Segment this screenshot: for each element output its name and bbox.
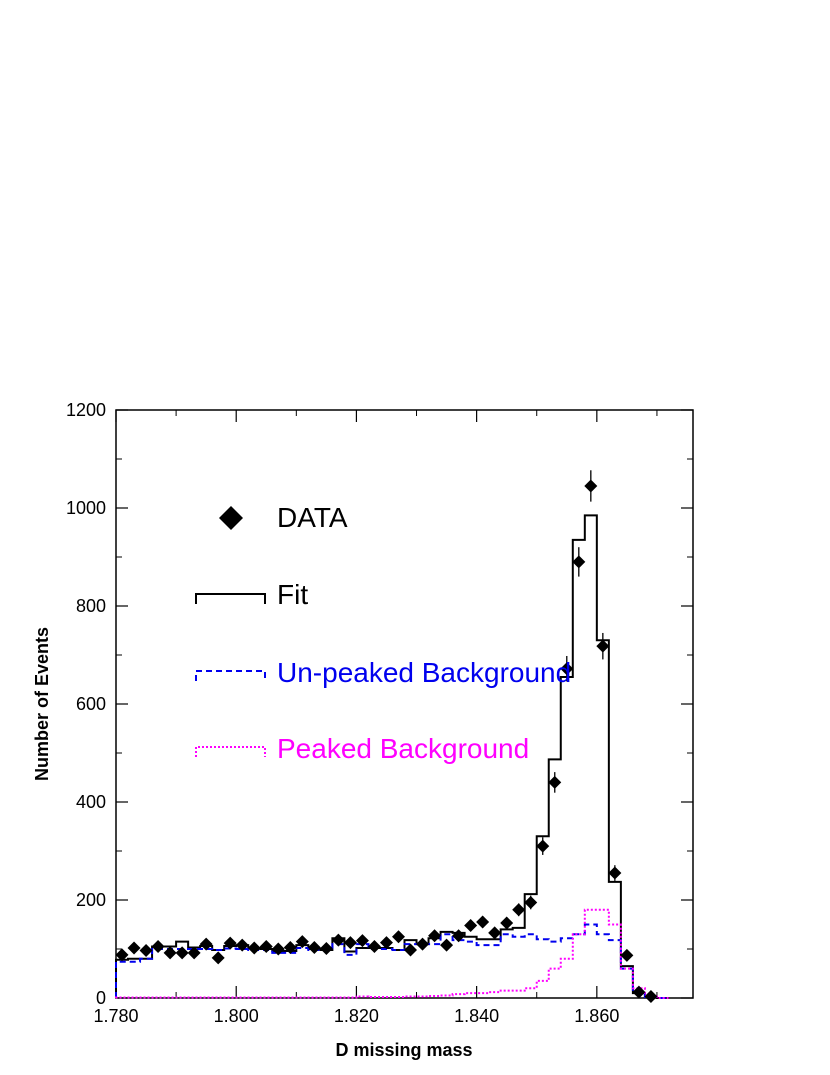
data-point [343, 936, 357, 950]
data-point [512, 903, 526, 917]
data-point [416, 937, 430, 951]
data-point [464, 918, 478, 932]
legend-fit-line [195, 593, 266, 604]
data-point [187, 946, 201, 960]
legend-data-label: DATA [277, 502, 348, 533]
data-point [548, 775, 562, 789]
series-peaked-background [115, 908, 669, 999]
y-tick-label: 800 [76, 596, 106, 616]
data-point [211, 951, 225, 965]
y-tick-label: 0 [96, 988, 106, 1008]
data-point [452, 929, 466, 943]
legend-peaked-line [195, 746, 266, 757]
data-point [259, 940, 273, 954]
y-tick-label: 600 [76, 694, 106, 714]
plot-frame [115, 409, 694, 999]
data-point [379, 936, 393, 950]
data-point [391, 930, 405, 944]
legend-fit-label: Fit [277, 579, 308, 610]
legend-data-marker [219, 506, 243, 530]
data-point [223, 936, 237, 950]
data-point [115, 948, 129, 962]
data-point [271, 942, 285, 956]
data-point [199, 937, 213, 951]
data-point [476, 915, 490, 929]
y-tick-label: 1000 [66, 498, 106, 518]
x-tick-label: 1.780 [93, 1006, 138, 1026]
legend-unpeaked-label: Un-peaked Background [277, 657, 571, 688]
data-point [127, 941, 141, 955]
y-tick-label: 200 [76, 890, 106, 910]
data-point [440, 938, 454, 952]
data-point [235, 938, 249, 952]
data-point [596, 639, 610, 653]
legend-unpeaked-line [195, 670, 266, 681]
x-tick-label: 1.800 [214, 1006, 259, 1026]
data-point [620, 948, 634, 962]
data-point [536, 839, 550, 853]
data-point [488, 926, 502, 940]
axis-ticks: 0 200 400 600 800 1000 1200 1.780 1.800 1.820 1.84… [66, 400, 693, 1026]
data-point [151, 940, 165, 954]
data-point [644, 990, 658, 1004]
x-tick-label: 1.840 [454, 1006, 499, 1026]
legend: DATA Fit Un-peaked Background Peaked Bac… [195, 502, 571, 764]
data-point [331, 933, 345, 947]
x-axis-label: D missing mass [335, 1040, 472, 1060]
data-points [115, 470, 658, 1004]
x-tick-label: 1.860 [574, 1006, 619, 1026]
y-tick-label: 1200 [66, 400, 106, 420]
data-point [295, 935, 309, 949]
data-point [139, 943, 153, 957]
data-point [524, 895, 538, 909]
data-point [632, 985, 646, 999]
data-point [163, 946, 177, 960]
y-tick-label: 400 [76, 792, 106, 812]
data-point [247, 941, 261, 955]
data-point [608, 866, 622, 880]
data-point [584, 479, 598, 493]
legend-peaked-label: Peaked Background [277, 733, 529, 764]
data-point [307, 941, 321, 955]
y-axis-label: Number of Events [32, 627, 52, 781]
data-point [175, 946, 189, 960]
data-point [319, 942, 333, 956]
data-point [572, 555, 586, 569]
data-point [283, 941, 297, 955]
x-tick-label: 1.820 [334, 1006, 379, 1026]
series-un-peaked-background [115, 923, 669, 999]
data-point [428, 929, 442, 943]
data-point [355, 934, 369, 948]
data-point [367, 940, 381, 954]
data-point [560, 662, 574, 676]
data-point [500, 916, 514, 930]
data-point [404, 943, 418, 957]
